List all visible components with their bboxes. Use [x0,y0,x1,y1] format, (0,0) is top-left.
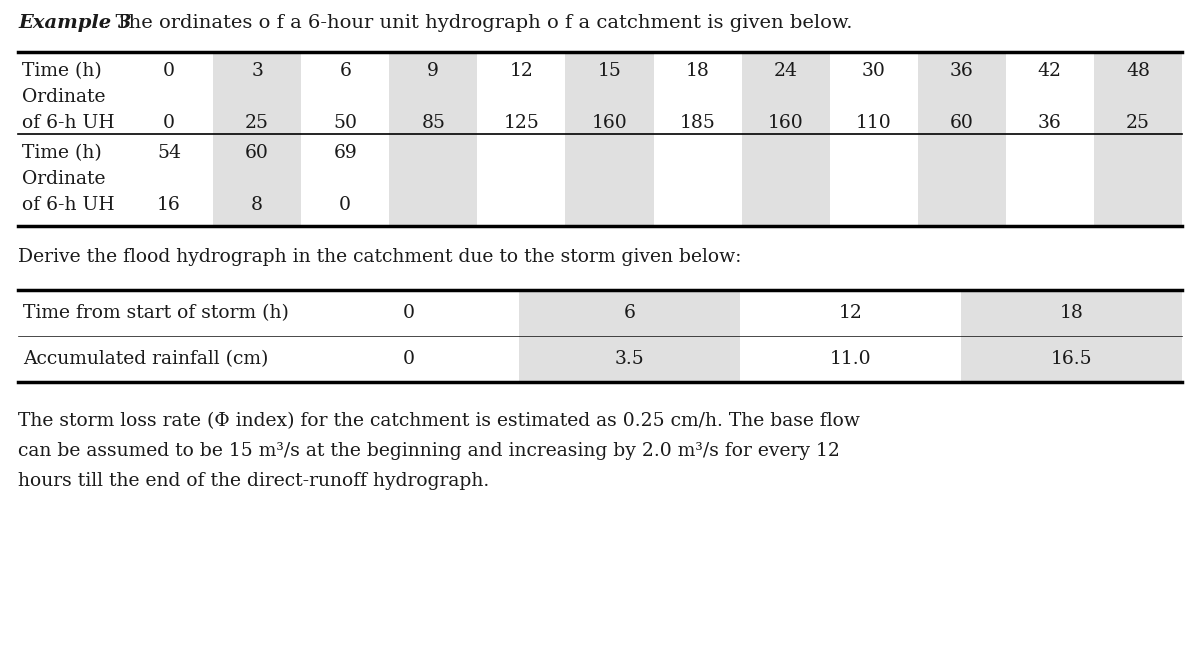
Text: 11.0: 11.0 [829,350,871,368]
Text: 85: 85 [421,114,445,132]
Text: Example 3: Example 3 [18,14,132,32]
Bar [654,134,742,226]
Bar [961,290,1182,336]
Text: 16: 16 [157,196,181,214]
Bar [654,52,742,134]
Text: 0: 0 [402,350,414,368]
Bar [565,52,654,134]
Bar [742,52,829,134]
Bar [18,290,298,336]
Text: Accumulated rainfall (cm): Accumulated rainfall (cm) [23,350,269,368]
Text: 12: 12 [839,304,863,322]
Text: 0: 0 [163,62,175,80]
Text: 0: 0 [340,196,352,214]
Bar [520,336,740,382]
Text: 8: 8 [251,196,263,214]
Bar [214,134,301,226]
Bar [829,134,918,226]
Text: 125: 125 [504,114,539,132]
Text: 110: 110 [856,114,892,132]
Text: of 6-h UH: of 6-h UH [22,114,115,132]
Text: 36: 36 [950,62,973,80]
Text: 6: 6 [340,62,352,80]
Text: 25: 25 [1126,114,1150,132]
Bar [961,336,1182,382]
Text: 25: 25 [245,114,269,132]
Text: of 6-h UH: of 6-h UH [22,196,115,214]
Text: 3: 3 [251,62,263,80]
Text: 36: 36 [1038,114,1062,132]
Bar [520,290,740,336]
Text: 42: 42 [1038,62,1062,80]
Text: 160: 160 [768,114,804,132]
Text: 24: 24 [774,62,798,80]
Text: 185: 185 [679,114,715,132]
Text: 18: 18 [685,62,709,80]
Text: 12: 12 [510,62,533,80]
Bar [298,336,520,382]
Bar [298,290,520,336]
Text: 16.5: 16.5 [1051,350,1092,368]
Bar [18,52,125,134]
Text: The storm loss rate (Φ index) for the catchment is estimated as 0.25 cm/h. The b: The storm loss rate (Φ index) for the ca… [18,412,860,430]
Text: hours till the end of the direct-runoff hydrograph.: hours till the end of the direct-runoff … [18,472,490,490]
Text: 69: 69 [334,144,358,162]
Bar [18,336,298,382]
Text: 60: 60 [950,114,973,132]
Text: 6: 6 [624,304,636,322]
Bar [301,134,389,226]
Text: Time (h): Time (h) [22,62,102,80]
Text: Time (h): Time (h) [22,144,102,162]
Text: 60: 60 [245,144,269,162]
Text: 9: 9 [427,62,439,80]
Bar [125,52,214,134]
Bar [918,52,1006,134]
Text: . The ordinates o f a 6-hour unit hydrograph o f a catchment is given below.: . The ordinates o f a 6-hour unit hydrog… [103,14,852,32]
Bar [1006,52,1094,134]
Bar [301,52,389,134]
Text: 30: 30 [862,62,886,80]
Bar [389,52,478,134]
Bar [740,336,961,382]
Bar [740,290,961,336]
Text: Time from start of storm (h): Time from start of storm (h) [23,304,289,322]
Text: 160: 160 [592,114,628,132]
Bar [1006,134,1094,226]
Bar [18,134,125,226]
Bar [214,52,301,134]
Text: 15: 15 [598,62,622,80]
Text: 18: 18 [1060,304,1084,322]
Text: 0: 0 [402,304,414,322]
Text: 0: 0 [163,114,175,132]
Text: can be assumed to be 15 m³/s at the beginning and increasing by 2.0 m³/s for eve: can be assumed to be 15 m³/s at the begi… [18,442,840,460]
Bar [742,134,829,226]
Bar [478,134,565,226]
Text: 48: 48 [1126,62,1150,80]
Bar [478,52,565,134]
Bar [565,134,654,226]
Bar [1094,52,1182,134]
Bar [1094,134,1182,226]
Bar [829,52,918,134]
Text: 54: 54 [157,144,181,162]
Text: Derive the flood hydrograph in the catchment due to the storm given below:: Derive the flood hydrograph in the catch… [18,248,742,266]
Bar [918,134,1006,226]
Bar [389,134,478,226]
Text: 3.5: 3.5 [614,350,644,368]
Text: 50: 50 [334,114,358,132]
Text: Ordinate: Ordinate [22,88,106,106]
Bar [125,134,214,226]
Text: Ordinate: Ordinate [22,170,106,188]
